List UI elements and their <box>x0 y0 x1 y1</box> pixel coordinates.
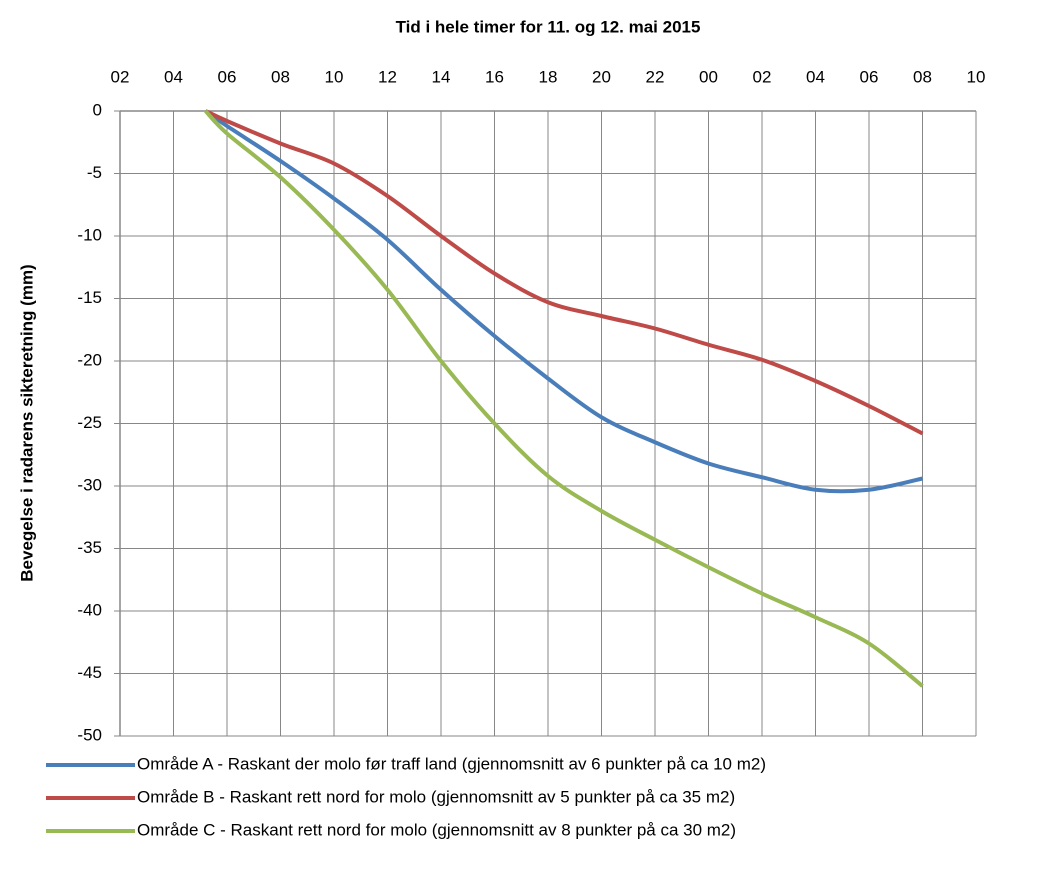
x-tick-label: 16 <box>485 67 504 86</box>
x-tick-label: 04 <box>806 67 825 86</box>
y-tick-label: -50 <box>77 725 102 744</box>
x-tick-label: 10 <box>967 67 986 86</box>
x-tick-label: 08 <box>913 67 932 86</box>
y-tick-label: -25 <box>77 413 102 432</box>
data-line <box>204 109 923 494</box>
y-axis-label: Bevegelse i radarens sikteretning (mm) <box>17 264 36 581</box>
x-tick-label: 02 <box>753 67 772 86</box>
x-tick-label: 22 <box>646 67 665 86</box>
x-tick-label: 06 <box>218 67 237 86</box>
legend-label: Område A - Raskant der molo før traff la… <box>137 754 766 773</box>
x-tick-label: 10 <box>325 67 344 86</box>
legend-label: Område B - Raskant rett nord for molo (g… <box>137 787 735 806</box>
x-tick-label: 06 <box>860 67 879 86</box>
y-tick-label: -10 <box>77 225 102 244</box>
x-tick-label: 20 <box>592 67 611 86</box>
y-tick-label: -35 <box>77 538 102 557</box>
x-tick-label: 04 <box>164 67 183 86</box>
x-tick-label: 08 <box>271 67 290 86</box>
y-tick-label: -5 <box>87 163 102 182</box>
legend-label: Område C - Raskant rett nord for molo (g… <box>137 820 736 839</box>
x-tick-label: 00 <box>699 67 718 86</box>
y-tick-label: -15 <box>77 288 102 307</box>
x-tick-label: 12 <box>378 67 397 86</box>
x-tick-label: 02 <box>111 67 130 86</box>
y-tick-label: -45 <box>77 663 102 682</box>
x-tick-label: 18 <box>539 67 558 86</box>
x-tick-label: 14 <box>432 67 451 86</box>
data-line <box>204 109 924 688</box>
y-tick-label: -40 <box>77 600 102 619</box>
y-tick-label: 0 <box>93 100 102 119</box>
y-tick-label: -20 <box>77 350 102 369</box>
y-tick-label: -30 <box>77 475 102 494</box>
data-line <box>204 109 924 436</box>
chart-title: Tid i hele timer for 11. og 12. mai 2015 <box>396 17 701 36</box>
